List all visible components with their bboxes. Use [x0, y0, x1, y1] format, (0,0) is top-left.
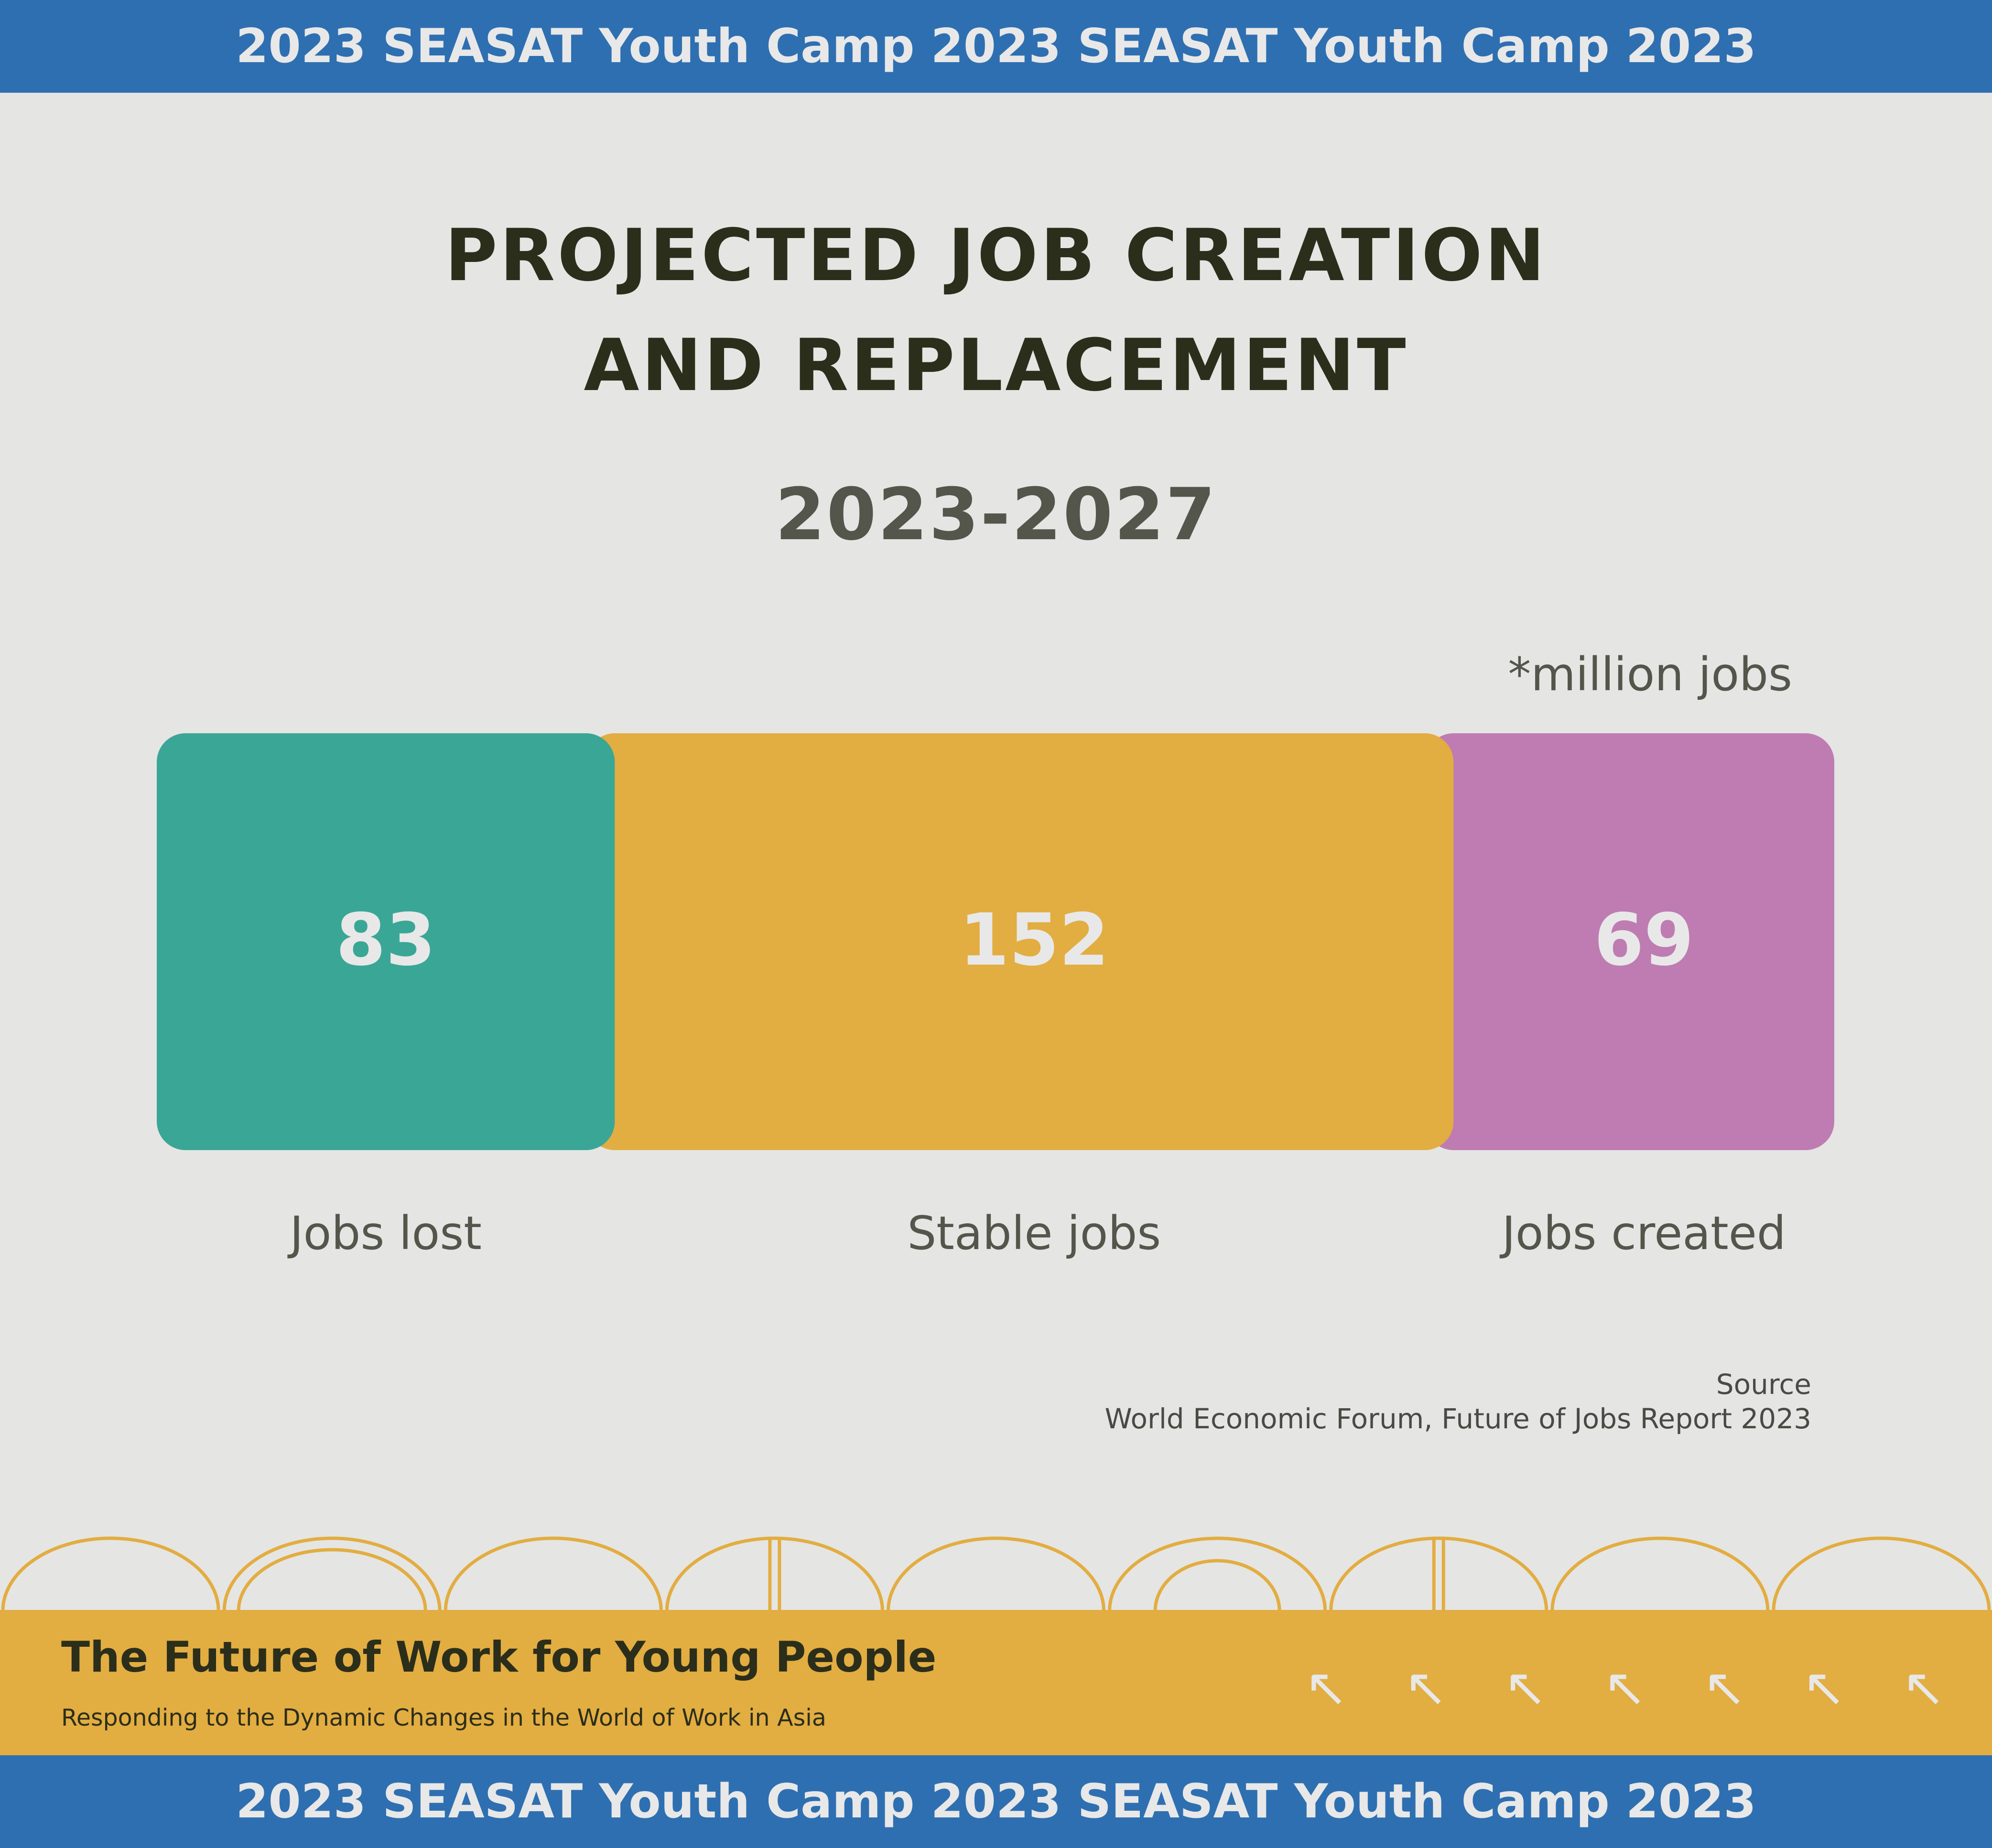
- footer-subtitle: Responding to the Dynamic Changes in the…: [61, 1704, 826, 1731]
- arch-3: [444, 1537, 663, 1611]
- top-banner-text: 2023 SEASAT Youth Camp 2023 SEASAT Youth…: [236, 19, 1756, 74]
- arrow-up-left-icon: ↖: [1304, 1657, 1349, 1718]
- arch-8: [1550, 1537, 1770, 1611]
- category-label-1: Jobs lost: [287, 1207, 482, 1260]
- value-label-3: 69: [1594, 899, 1694, 982]
- arch-1: [1, 1536, 220, 1611]
- bottom-banner: 2023 SEASAT Youth Camp 2023 SEASAT Youth…: [0, 1755, 1992, 1848]
- stacked-bar-chart: 83 Jobs lost 152 Stable jobs 69 Jobs created: [157, 733, 1834, 1260]
- top-banner: 2023 SEASAT Youth Camp 2023 SEASAT Youth…: [0, 0, 1992, 93]
- chart-title: PROJECTED JOB CREATION AND REPLACEMENT: [0, 201, 1992, 421]
- arrow-up-left-icon: ↖: [1602, 1657, 1647, 1718]
- arrow-up-left-icon: ↖: [1802, 1657, 1846, 1718]
- arrow-up-left-icon: ↖: [1901, 1657, 1946, 1718]
- decorative-arches: [1, 1536, 1991, 1611]
- arrow-up-left-icon: ↖: [1404, 1657, 1448, 1718]
- arrow-up-left-icon: ↖: [1503, 1657, 1548, 1718]
- source-text: World Economic Forum, Future of Jobs Rep…: [1104, 1402, 1811, 1435]
- arch-2: [222, 1536, 442, 1611]
- arch-9: [1772, 1537, 1991, 1611]
- arch-6: [1108, 1537, 1327, 1611]
- chart-title-line2: AND REPLACEMENT: [584, 324, 1408, 407]
- arch-7: [1329, 1537, 1548, 1611]
- unit-note: *million jobs: [1508, 648, 1792, 701]
- footer-title: The Future of Work for Young People: [61, 1632, 937, 1682]
- value-label-1: 83: [336, 899, 436, 982]
- arch-4: [665, 1537, 884, 1611]
- arch-inner-6: [1153, 1559, 1281, 1611]
- category-label-2: Stable jobs: [907, 1207, 1161, 1260]
- footer-band: [0, 1610, 1992, 1755]
- bar-segment-2: [586, 733, 1454, 1150]
- source-block: Source World Economic Forum, Future of J…: [908, 1367, 1811, 1436]
- bottom-banner-text: 2023 SEASAT Youth Camp 2023 SEASAT Youth…: [236, 1774, 1756, 1829]
- bar-segment-3: [1425, 733, 1834, 1150]
- chart-subtitle: 2023-2027: [775, 473, 1217, 556]
- arrow-row: ↖ ↖ ↖ ↖ ↖ ↖ ↖: [1290, 1657, 1960, 1718]
- category-label-3: Jobs created: [1500, 1207, 1786, 1260]
- arrow-up-left-icon: ↖: [1702, 1657, 1747, 1718]
- chart-title-line1: PROJECTED JOB CREATION: [444, 214, 1548, 297]
- value-label-2: 152: [959, 899, 1109, 982]
- arch-inner-2: [237, 1548, 427, 1611]
- arch-5: [886, 1536, 1106, 1611]
- source-label: Source: [1716, 1368, 1811, 1401]
- bar-segment-1: [157, 733, 615, 1150]
